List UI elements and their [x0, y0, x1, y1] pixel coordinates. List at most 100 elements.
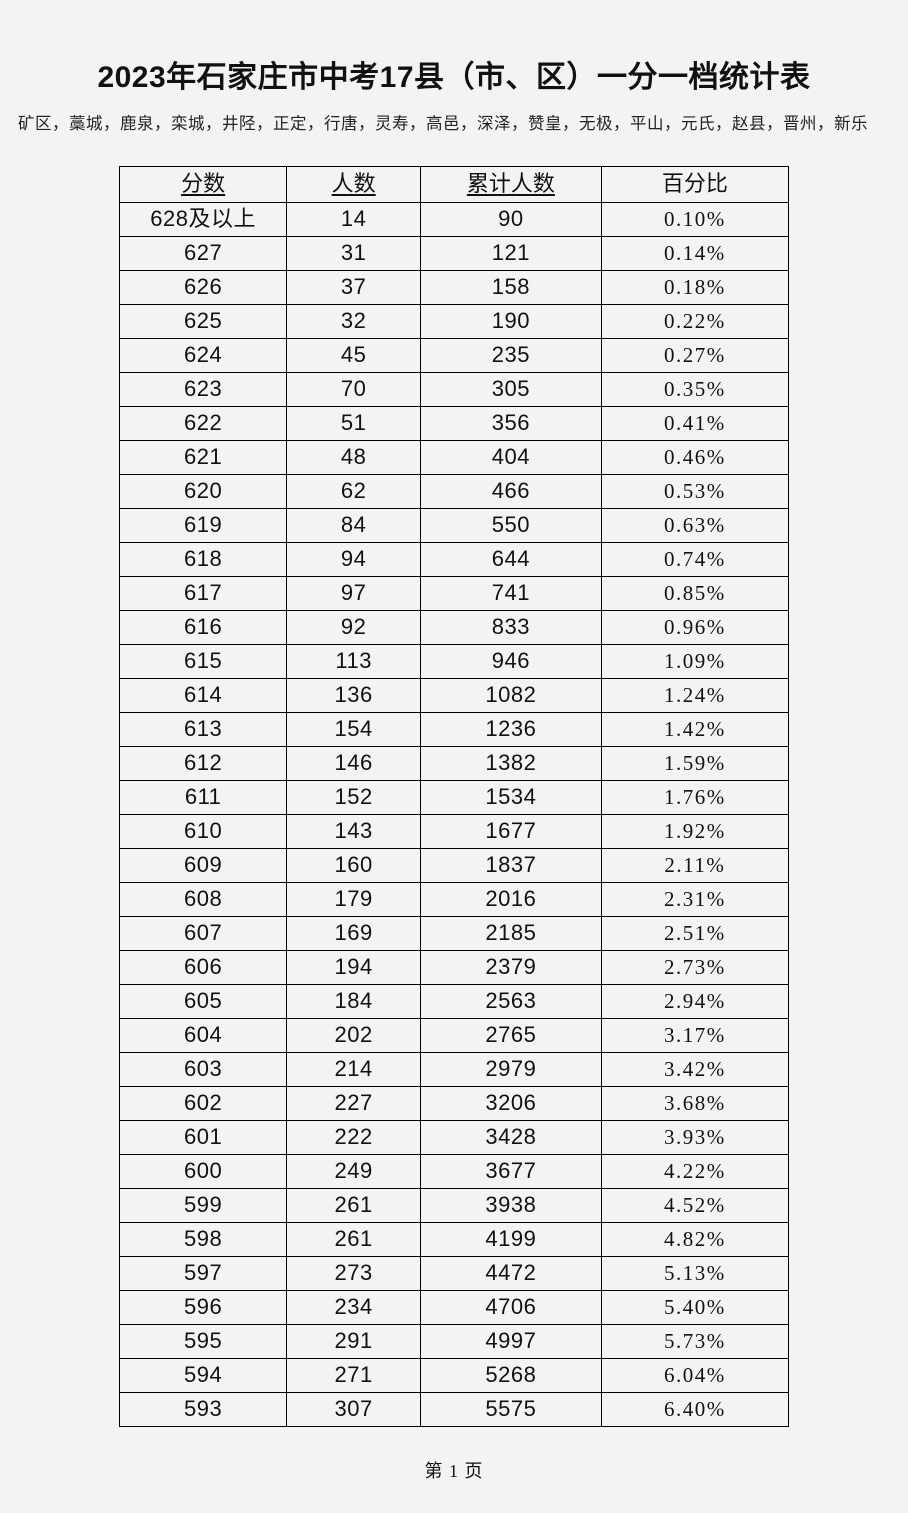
cell-score: 600 — [120, 1155, 287, 1189]
cell-cumulative: 1236 — [421, 713, 602, 747]
cell-count: 84 — [287, 509, 421, 543]
cell-score: 625 — [120, 305, 287, 339]
cell-cumulative: 3428 — [421, 1121, 602, 1155]
cell-count: 249 — [287, 1155, 421, 1189]
table-row: 617977410.85% — [120, 577, 789, 611]
table-row: 60916018372.11% — [120, 849, 789, 883]
cell-count: 291 — [287, 1325, 421, 1359]
cell-count: 146 — [287, 747, 421, 781]
cell-score: 594 — [120, 1359, 287, 1393]
table-body: 628及以上14900.10%627311210.14%626371580.18… — [120, 203, 789, 1427]
cell-count: 136 — [287, 679, 421, 713]
cell-score: 627 — [120, 237, 287, 271]
cell-score: 622 — [120, 407, 287, 441]
cell-score: 614 — [120, 679, 287, 713]
table-row: 623703050.35% — [120, 373, 789, 407]
cell-pct: 6.04% — [601, 1359, 788, 1393]
cell-cumulative: 2563 — [421, 985, 602, 1019]
cell-count: 169 — [287, 917, 421, 951]
table-row: 59826141994.82% — [120, 1223, 789, 1257]
cell-pct: 5.13% — [601, 1257, 788, 1291]
cell-cumulative: 4472 — [421, 1257, 602, 1291]
cell-cumulative: 235 — [421, 339, 602, 373]
cell-cumulative: 550 — [421, 509, 602, 543]
cell-pct: 5.73% — [601, 1325, 788, 1359]
cell-count: 227 — [287, 1087, 421, 1121]
cell-count: 92 — [287, 611, 421, 645]
cell-count: 143 — [287, 815, 421, 849]
table-row: 59623447065.40% — [120, 1291, 789, 1325]
cell-score: 611 — [120, 781, 287, 815]
cell-pct: 0.10% — [601, 203, 788, 237]
table-row: 59427152686.04% — [120, 1359, 789, 1393]
cell-score: 599 — [120, 1189, 287, 1223]
cell-cumulative: 90 — [421, 203, 602, 237]
cell-pct: 0.53% — [601, 475, 788, 509]
cell-cumulative: 1677 — [421, 815, 602, 849]
cell-score: 623 — [120, 373, 287, 407]
cell-count: 194 — [287, 951, 421, 985]
cell-score: 618 — [120, 543, 287, 577]
cell-cumulative: 3938 — [421, 1189, 602, 1223]
table-row: 6151139461.09% — [120, 645, 789, 679]
cell-score: 605 — [120, 985, 287, 1019]
cell-pct: 2.73% — [601, 951, 788, 985]
cell-pct: 0.41% — [601, 407, 788, 441]
cell-pct: 3.68% — [601, 1087, 788, 1121]
cell-count: 202 — [287, 1019, 421, 1053]
cell-cumulative: 1082 — [421, 679, 602, 713]
cell-cumulative: 466 — [421, 475, 602, 509]
cell-cumulative: 1382 — [421, 747, 602, 781]
cell-score: 626 — [120, 271, 287, 305]
cell-score: 610 — [120, 815, 287, 849]
table-row: 60716921852.51% — [120, 917, 789, 951]
table-row: 626371580.18% — [120, 271, 789, 305]
cell-score: 612 — [120, 747, 287, 781]
cell-score: 609 — [120, 849, 287, 883]
cell-score: 603 — [120, 1053, 287, 1087]
cell-count: 97 — [287, 577, 421, 611]
cell-pct: 2.94% — [601, 985, 788, 1019]
table-row: 61214613821.59% — [120, 747, 789, 781]
cell-score: 628及以上 — [120, 203, 287, 237]
cell-score: 598 — [120, 1223, 287, 1257]
cell-pct: 3.93% — [601, 1121, 788, 1155]
cell-score: 608 — [120, 883, 287, 917]
cell-score: 602 — [120, 1087, 287, 1121]
table-row: 61413610821.24% — [120, 679, 789, 713]
cell-count: 152 — [287, 781, 421, 815]
cell-score: 617 — [120, 577, 287, 611]
table-row: 618946440.74% — [120, 543, 789, 577]
cell-count: 261 — [287, 1223, 421, 1257]
document-page: 2023年石家庄市中考17县（市、区）一分一档统计表 矿区，藁城，鹿泉，栾城，井… — [0, 0, 908, 1513]
cell-score: 616 — [120, 611, 287, 645]
table-row: 628及以上14900.10% — [120, 203, 789, 237]
table-row: 59330755756.40% — [120, 1393, 789, 1427]
cell-cumulative: 833 — [421, 611, 602, 645]
table-row: 60619423792.73% — [120, 951, 789, 985]
cell-count: 51 — [287, 407, 421, 441]
cell-count: 179 — [287, 883, 421, 917]
cell-cumulative: 946 — [421, 645, 602, 679]
col-header-pct: 百分比 — [601, 167, 788, 203]
cell-score: 593 — [120, 1393, 287, 1427]
cell-pct: 0.35% — [601, 373, 788, 407]
cell-cumulative: 4706 — [421, 1291, 602, 1325]
cell-pct: 4.82% — [601, 1223, 788, 1257]
table-row: 60222732063.68% — [120, 1087, 789, 1121]
table-row: 624452350.27% — [120, 339, 789, 373]
cell-pct: 0.22% — [601, 305, 788, 339]
cell-count: 184 — [287, 985, 421, 1019]
cell-score: 595 — [120, 1325, 287, 1359]
cell-cumulative: 2379 — [421, 951, 602, 985]
cell-score: 613 — [120, 713, 287, 747]
cell-pct: 0.46% — [601, 441, 788, 475]
cell-pct: 0.96% — [601, 611, 788, 645]
table-row: 60122234283.93% — [120, 1121, 789, 1155]
cell-pct: 0.74% — [601, 543, 788, 577]
cell-score: 606 — [120, 951, 287, 985]
cell-pct: 3.42% — [601, 1053, 788, 1087]
cell-cumulative: 2016 — [421, 883, 602, 917]
table-row: 619845500.63% — [120, 509, 789, 543]
cell-score: 620 — [120, 475, 287, 509]
